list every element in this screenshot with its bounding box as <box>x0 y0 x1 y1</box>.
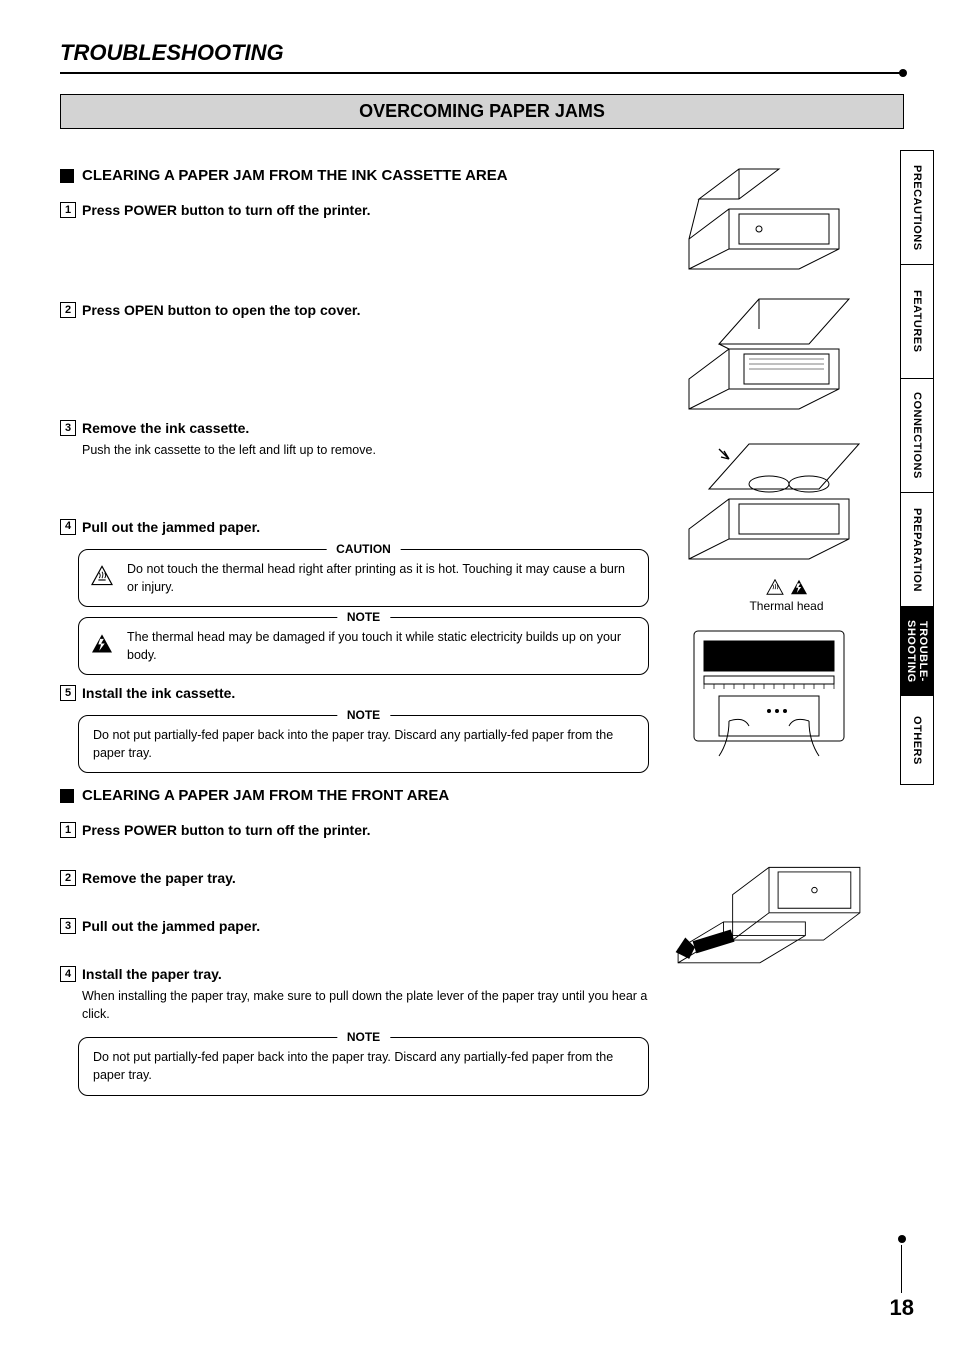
printer-off-illustration <box>669 159 869 279</box>
page-number: 18 <box>890 1235 914 1321</box>
tab-preparation[interactable]: PREPARATION <box>900 492 934 607</box>
step-title: Install the paper tray. <box>82 966 222 982</box>
step-2-2: 2 Remove the paper tray. <box>60 870 649 886</box>
step-number-icon: 4 <box>60 966 76 982</box>
step-2-1: 1 Press POWER button to turn off the pri… <box>60 822 649 838</box>
step-title: Remove the paper tray. <box>82 870 236 886</box>
static-warning-icon <box>91 633 113 658</box>
note-text: The thermal head may be damaged if you t… <box>127 630 621 662</box>
note-text: Do not put partially-fed paper back into… <box>93 728 613 760</box>
note-box-2: NOTE Do not put partially-fed paper back… <box>78 715 649 773</box>
caution-box: CAUTION Do not touch the thermal head ri… <box>78 549 649 607</box>
content-row: CLEARING A PAPER JAM FROM THE INK CASSET… <box>60 159 904 1106</box>
note-text: Do not put partially-fed paper back into… <box>93 1050 613 1082</box>
note-label: NOTE <box>337 707 390 724</box>
side-tabs: PRECAUTIONS FEATURES CONNECTIONS PREPARA… <box>900 150 934 784</box>
static-warning-icon <box>790 579 808 595</box>
square-bullet-icon <box>60 169 74 183</box>
step-1-5: 5 Install the ink cassette. <box>60 685 649 701</box>
step-1-4: 4 Pull out the jammed paper. <box>60 519 649 535</box>
note-box-3: NOTE Do not put partially-fed paper back… <box>78 1037 649 1095</box>
step-title: Press POWER button to turn off the print… <box>82 822 371 838</box>
page-number-bar-icon <box>901 1245 902 1293</box>
caution-text: Do not touch the thermal head right afte… <box>127 562 625 594</box>
step-subtext: Push the ink cassette to the left and li… <box>82 442 649 460</box>
section1-heading-text: CLEARING A PAPER JAM FROM THE INK CASSET… <box>82 167 508 184</box>
thermal-head-illustration <box>669 621 869 781</box>
tab-troubleshooting[interactable]: TROUBLE- SHOOTING <box>900 606 934 696</box>
step-title: Pull out the jammed paper. <box>82 918 260 934</box>
step-number-icon: 1 <box>60 822 76 838</box>
warning-icons-row <box>669 579 904 595</box>
step-number-icon: 2 <box>60 870 76 886</box>
section2-heading-text: CLEARING A PAPER JAM FROM THE FRONT AREA <box>82 787 449 804</box>
note-box-1: NOTE The thermal head may be damaged if … <box>78 617 649 675</box>
step-number-icon: 5 <box>60 685 76 701</box>
content-right: Thermal head <box>669 159 904 1106</box>
step-title: Press POWER button to turn off the print… <box>82 202 371 218</box>
note-label: NOTE <box>337 1029 390 1046</box>
thermal-head-label: Thermal head <box>669 599 904 613</box>
step-1-1: 1 Press POWER button to turn off the pri… <box>60 202 649 218</box>
step-number-icon: 4 <box>60 519 76 535</box>
tab-others[interactable]: OTHERS <box>900 695 934 785</box>
step-title: Remove the ink cassette. <box>82 420 249 436</box>
page-number-dot-icon <box>898 1235 906 1243</box>
title-rule <box>60 72 904 74</box>
caution-label: CAUTION <box>326 541 401 558</box>
content-left: CLEARING A PAPER JAM FROM THE INK CASSET… <box>60 159 649 1106</box>
step-title: Pull out the jammed paper. <box>82 519 260 535</box>
step-number-icon: 2 <box>60 302 76 318</box>
tab-features[interactable]: FEATURES <box>900 264 934 379</box>
section1-heading: CLEARING A PAPER JAM FROM THE INK CASSET… <box>60 167 649 184</box>
section-banner: OVERCOMING PAPER JAMS <box>60 94 904 129</box>
tab-connections[interactable]: CONNECTIONS <box>900 378 934 493</box>
step-1-3: 3 Remove the ink cassette. Push the ink … <box>60 420 649 460</box>
step-number-icon: 3 <box>60 420 76 436</box>
step-title: Install the ink cassette. <box>82 685 235 701</box>
page-title: TROUBLESHOOTING <box>60 40 904 66</box>
section2-heading: CLEARING A PAPER JAM FROM THE FRONT AREA <box>60 787 649 804</box>
step-subtext: When installing the paper tray, make sur… <box>82 988 649 1023</box>
step-number-icon: 3 <box>60 918 76 934</box>
hot-surface-icon <box>766 579 784 595</box>
page-number-text: 18 <box>890 1295 914 1321</box>
printer-open-illustration <box>669 289 869 419</box>
step-2-4: 4 Install the paper tray. When installin… <box>60 966 649 1023</box>
note-label: NOTE <box>337 609 390 626</box>
remove-cassette-illustration <box>669 429 869 569</box>
hot-surface-icon <box>91 565 113 590</box>
tab-precautions[interactable]: PRECAUTIONS <box>900 150 934 265</box>
step-1-2: 2 Press OPEN button to open the top cove… <box>60 302 649 318</box>
step-number-icon: 1 <box>60 202 76 218</box>
square-bullet-icon <box>60 789 74 803</box>
remove-tray-illustration <box>669 831 869 1001</box>
step-title: Press OPEN button to open the top cover. <box>82 302 360 318</box>
step-2-3: 3 Pull out the jammed paper. <box>60 918 649 934</box>
